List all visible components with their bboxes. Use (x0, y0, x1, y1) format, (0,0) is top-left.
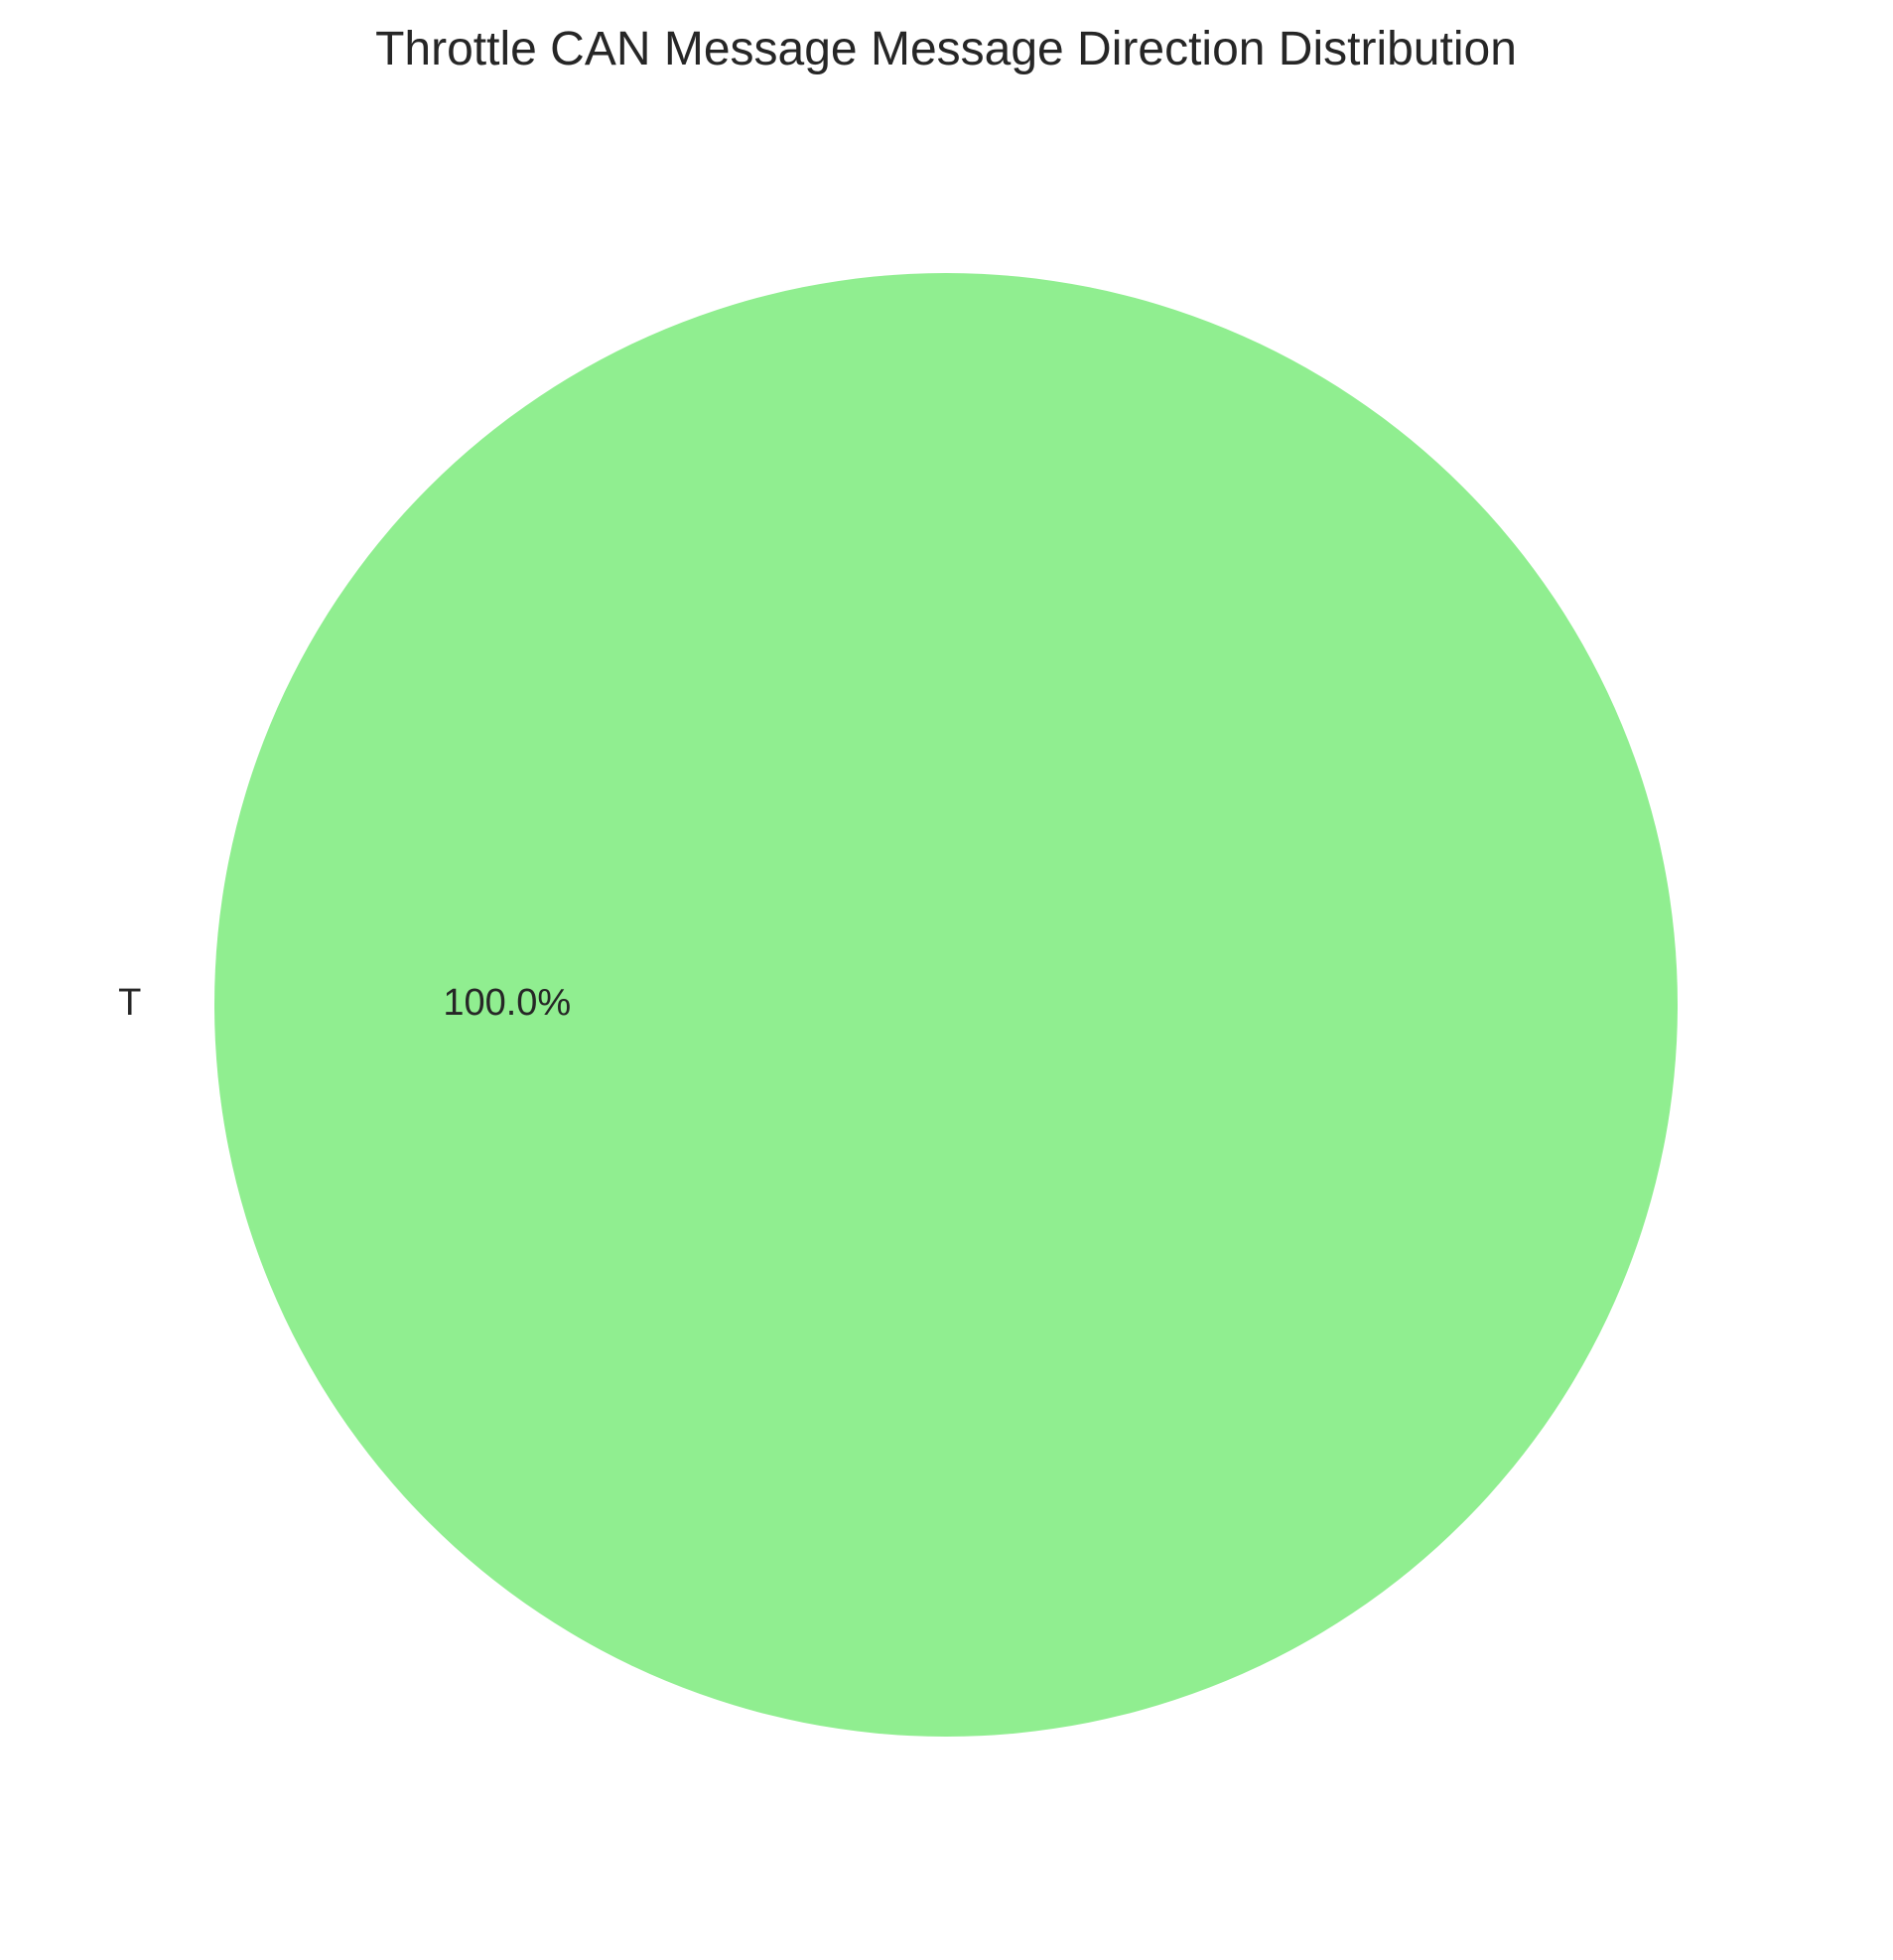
pie-slices (214, 273, 1678, 1737)
slice-percent-label-t: 100.0% (443, 982, 571, 1024)
pie-slice-t (214, 273, 1678, 1737)
pie-labels: T 100.0% (118, 982, 571, 1024)
slice-label-t: T (118, 982, 141, 1024)
chart-title: Throttle CAN Message Message Direction D… (375, 23, 1517, 75)
